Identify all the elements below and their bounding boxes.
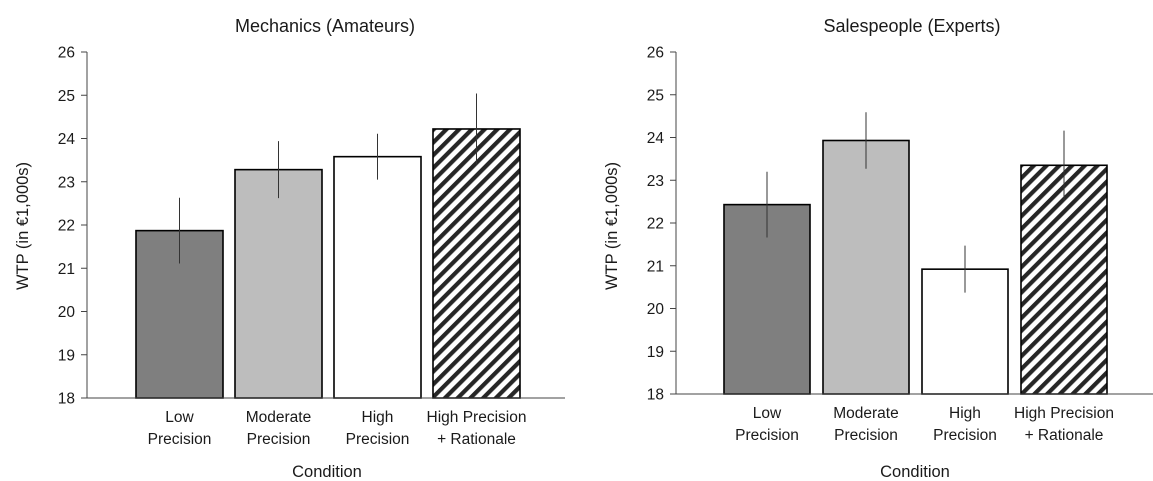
- bar: [234, 168, 323, 399]
- category-label: High Precision: [346, 409, 410, 448]
- axes: [86, 52, 565, 399]
- category-label: Moderate Precision: [833, 405, 898, 444]
- chart-mechanics-amateurs: Mechanics (Amateurs) WTP (in €1,000s) Co…: [14, 16, 565, 481]
- y-tick-label: 20: [647, 301, 665, 318]
- y-tick-label: 19: [647, 344, 664, 361]
- category-label: Moderate Precision: [246, 409, 311, 448]
- y-tick-label: 18: [58, 391, 75, 408]
- error-bars: [179, 93, 477, 264]
- chart-title: Mechanics (Amateurs): [235, 16, 415, 36]
- y-tick-label: 26: [647, 45, 664, 62]
- axes: [675, 52, 1153, 395]
- bars: [135, 128, 521, 399]
- y-tick-label: 25: [58, 88, 75, 105]
- y-ticks: 18 19 20 21 22 23 24 25 26: [647, 45, 676, 404]
- y-tick-label: 23: [58, 174, 75, 191]
- category-labels: Low Precision Moderate Precision High Precisi…: [148, 409, 527, 448]
- y-tick-label: 23: [647, 173, 664, 190]
- bars: [723, 139, 1108, 395]
- y-tick-label: 21: [647, 258, 664, 275]
- y-tick-label: 24: [647, 130, 665, 147]
- y-ticks: 18 19 20 21 22 23 24 25 26: [58, 45, 87, 408]
- y-tick-label: 21: [58, 261, 75, 278]
- y-tick-label: 18: [647, 387, 664, 404]
- category-label: Low Precision: [148, 409, 212, 448]
- chart-salespeople-experts: Salespeople (Experts) WTP (in €1,000s) C…: [603, 16, 1153, 481]
- category-label: High Precision + Rationale: [1014, 405, 1114, 444]
- category-label: Low Precision: [735, 405, 799, 444]
- y-tick-label: 20: [58, 304, 76, 321]
- y-tick-label: 24: [58, 131, 76, 148]
- error-bars: [766, 112, 1065, 293]
- y-tick-label: 22: [647, 216, 664, 233]
- y-axis-label: WTP (in €1,000s): [14, 162, 32, 290]
- y-tick-label: 22: [58, 218, 75, 235]
- category-label: High Precision: [933, 405, 997, 444]
- category-label: High Precision + Rationale: [427, 409, 527, 448]
- y-axis-label: WTP (in €1,000s): [603, 162, 621, 290]
- y-tick-label: 26: [58, 45, 75, 62]
- y-tick-label: 25: [647, 87, 664, 104]
- bar: [333, 155, 422, 399]
- x-axis-label: Condition: [880, 463, 950, 481]
- x-axis-label: Condition: [292, 463, 362, 481]
- bar: [432, 128, 521, 399]
- y-tick-label: 19: [58, 347, 75, 364]
- bar: [822, 139, 910, 395]
- category-labels: Low Precision Moderate Precision High Precisi…: [735, 405, 1114, 444]
- chart-title: Salespeople (Experts): [823, 16, 1000, 36]
